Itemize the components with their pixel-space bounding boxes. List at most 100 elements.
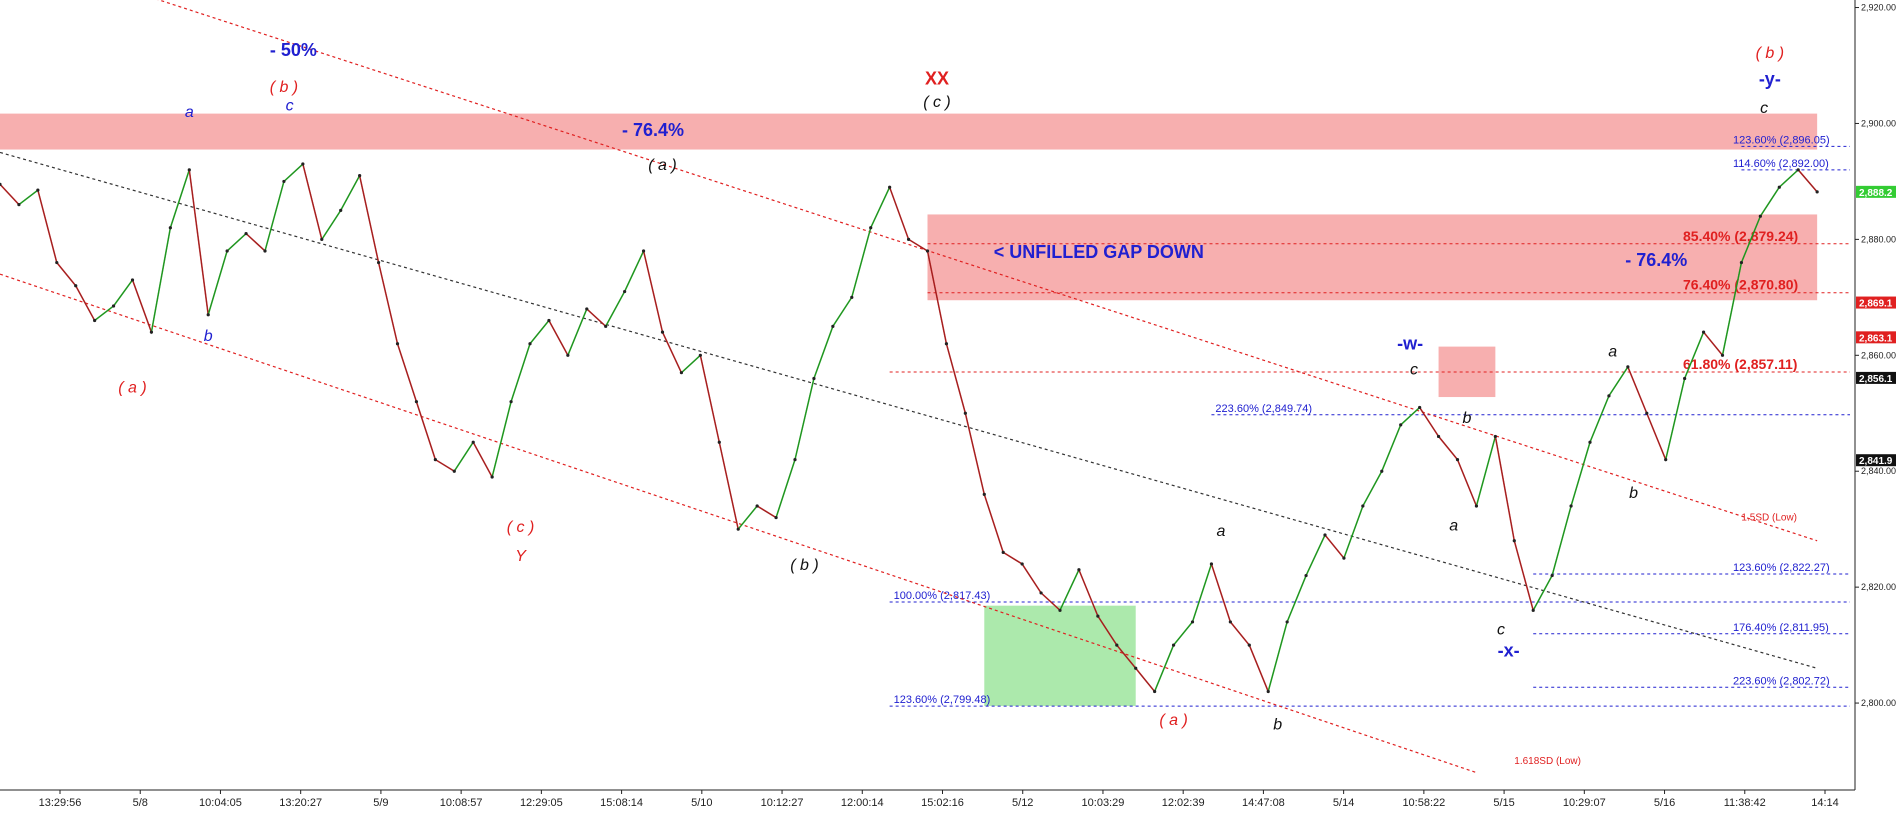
price-segment [1135,667,1156,692]
price-segment [1475,436,1497,507]
price-point [660,330,665,334]
price-segment [1040,592,1061,611]
price-point [55,260,59,265]
x-tick-label: 5/9 [373,797,388,809]
price-point [1664,458,1668,462]
price-segment [1664,378,1686,460]
x-tick-label: 15:08:14 [600,797,643,809]
price-point [509,400,513,404]
level-label: 123.60% (2,822.27) [1733,562,1830,574]
wave-label: -x- [1498,641,1520,661]
price-point [1001,550,1005,554]
level-label: 223.60% (2,802.72) [1733,675,1830,687]
x-tick-label: 15:02:16 [921,797,964,809]
price-segment [1229,621,1250,646]
wave-label: -w- [1397,334,1423,354]
price-point [812,376,816,381]
wave-label: c [1497,622,1505,639]
y-tick-label: 2,820.00 [1861,582,1896,592]
wave-label: ( b ) [790,557,818,574]
price-segment [1248,644,1269,692]
price-segment [1437,435,1459,461]
wave-label: b [1463,410,1472,427]
price-point [471,440,475,444]
price-point [17,203,21,207]
x-tick-label: 12:02:39 [1162,797,1205,809]
channels-layer: 1.5SD (Low) 1.618SD (Low) [0,0,1818,774]
price-segment [813,326,834,379]
price-badge [1856,371,1896,384]
price-point [1777,185,1781,189]
price-point [679,371,684,375]
level-label: 61.80% (2,857.11) [1683,356,1797,372]
price-segment [1324,534,1345,559]
levels-layer: 123.60% (2,896.05) 114.60% (2,892.00) 85.4… [889,134,1850,707]
price-point [149,330,154,334]
price-segment [756,505,777,519]
y-tick-label: 2,920.00 [1861,3,1896,13]
price-point [452,469,456,473]
price-segment [1551,505,1572,576]
price-segment [1286,575,1307,623]
price-segment [737,505,758,530]
price-point [1436,434,1441,439]
x-tick-label: 10:08:57 [440,797,483,809]
wave-label: - 76.4% [1625,250,1687,270]
channel-line [0,151,1818,669]
price-point [320,237,324,241]
price-segment [1702,331,1724,356]
price-point [225,249,229,253]
price-point [1209,562,1214,566]
price-segment [1778,169,1799,188]
price-segment [283,163,304,183]
price-point [1115,643,1119,647]
price-point [1550,573,1554,578]
price-point [339,208,343,212]
price-segment [851,227,872,298]
wave-labels-layer: - 50% ( b ) a c - 76.4% ( a ) XX ( c ) b ( a ) ( c… [118,40,1784,733]
price-point [944,342,949,346]
price-segment [169,169,191,229]
level-label: 100.00% (2,817.43) [894,590,991,602]
y-tick-label: 2,900.00 [1861,118,1896,128]
price-segment [1059,569,1080,611]
price-point [1285,620,1289,624]
wave-label: ( a ) [118,379,146,396]
price-segment [1721,262,1743,356]
price-segment [226,232,247,252]
price-point [1607,394,1611,398]
price-point [925,249,930,253]
price-segment [548,320,569,356]
price-point [774,515,778,520]
channel-label: 1.5SD (Low) [1741,512,1797,523]
price-segment [1210,563,1232,623]
price-segment [1305,534,1326,576]
price-point [1474,504,1479,508]
price-layer [0,162,1819,694]
x-tick-label: 12:29:05 [520,797,563,809]
price-point [0,182,2,186]
price-segment [680,354,701,374]
level-label: 223.60% (2,849.74) [1215,403,1312,415]
x-tick-label: 5/15 [1493,797,1514,809]
y-tick-label: 2,880.00 [1861,234,1896,244]
price-point [1190,620,1195,624]
price-segment [1683,331,1705,379]
price-point [1512,539,1516,543]
price-point [1361,504,1365,508]
price-segment [1627,366,1648,414]
price-segment [377,262,399,344]
wave-label: ( b ) [270,79,298,96]
price-segment [472,441,493,478]
price-segment [1153,644,1175,692]
price-segment [245,232,266,252]
x-tick-label: 13:29:56 [39,797,82,809]
price-point [36,188,40,192]
price-point [1531,608,1535,612]
price-point [263,249,267,253]
price-segment [529,320,550,345]
price-point [395,342,400,346]
price-badge [1856,296,1896,309]
y-tick-label: 2,840.00 [1861,466,1896,476]
price-segment [1608,366,1629,397]
